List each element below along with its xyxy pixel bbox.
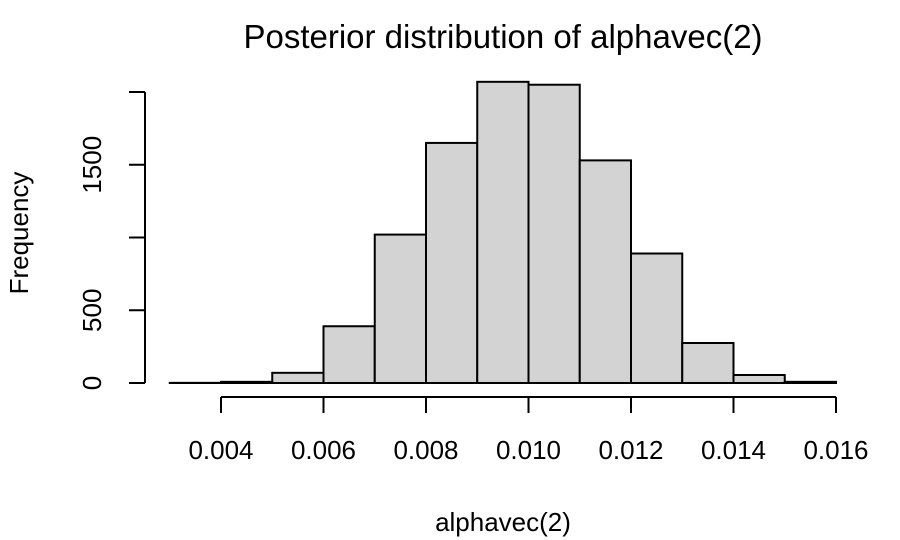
y-tick-label: 0 bbox=[77, 376, 107, 390]
y-tick-label: 1500 bbox=[77, 136, 107, 194]
y-tick-label: 500 bbox=[77, 289, 107, 332]
x-tick-label: 0.010 bbox=[496, 435, 561, 465]
y-axis: 0 500 1500 bbox=[77, 91, 146, 390]
histogram-bar bbox=[425, 141, 479, 384]
histogram-bar bbox=[373, 233, 427, 384]
x-tick-label: 0.006 bbox=[291, 435, 356, 465]
histogram-bar bbox=[476, 80, 530, 384]
x-tick-label: 0.004 bbox=[188, 435, 253, 465]
histogram-bar bbox=[630, 252, 684, 384]
histogram-bar bbox=[220, 380, 274, 384]
histogram-bar bbox=[527, 83, 581, 384]
histogram-bar bbox=[681, 341, 735, 384]
histogram-bar bbox=[578, 159, 632, 384]
x-axis: 0.004 0.006 0.008 0.010 0.012 0.014 0.016 bbox=[188, 396, 869, 465]
histogram-bar bbox=[322, 325, 376, 385]
x-tick-label: 0.014 bbox=[701, 435, 766, 465]
histogram-bar bbox=[783, 380, 837, 384]
histogram-bar bbox=[271, 371, 325, 385]
x-axis-label: alphavec(2) bbox=[435, 507, 571, 537]
chart-title: Posterior distribution of alphavec(2) bbox=[243, 18, 762, 55]
x-tick-label: 0.012 bbox=[598, 435, 663, 465]
x-tick-label: 0.016 bbox=[803, 435, 868, 465]
x-tick-label: 0.008 bbox=[393, 435, 458, 465]
bars-group bbox=[168, 80, 837, 385]
histogram-bar bbox=[732, 373, 786, 384]
y-axis-label: Frequency bbox=[4, 172, 34, 295]
